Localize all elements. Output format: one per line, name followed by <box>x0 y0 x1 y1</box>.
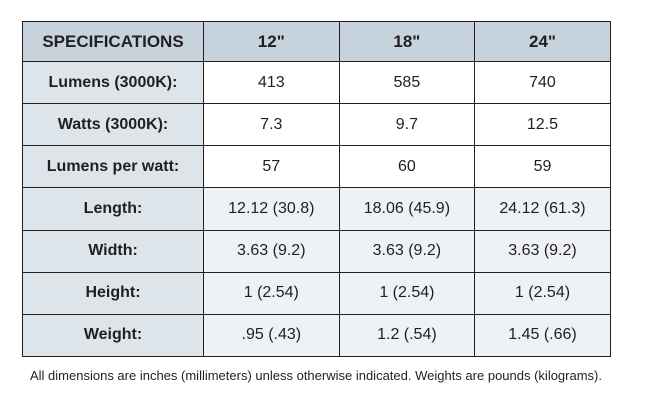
table-row-watts: Watts (3000K): 7.3 9.7 12.5 <box>22 103 611 147</box>
table-cell: 7.3 <box>203 103 340 147</box>
table-cell: 3.63 (9.2) <box>474 229 611 273</box>
table-cell: 12.12 (30.8) <box>203 187 340 231</box>
table-cell: 12.5 <box>474 103 611 147</box>
column-header-24-inch: 24" <box>474 21 611 62</box>
table-cell: 740 <box>474 60 611 105</box>
column-header-specifications: SPECIFICATIONS <box>22 21 204 62</box>
table-cell: 413 <box>203 60 340 105</box>
row-label: Lumens per watt: <box>22 145 204 189</box>
column-header-12-inch: 12" <box>203 21 340 62</box>
table-cell: 9.7 <box>338 103 476 147</box>
table-row-weight: Weight: .95 (.43) 1.2 (.54) 1.45 (.66) <box>22 313 611 358</box>
column-header-18-inch: 18" <box>338 21 476 62</box>
row-label: Width: <box>22 229 204 273</box>
table-cell: 1 (2.54) <box>338 271 476 315</box>
table-cell: 3.63 (9.2) <box>203 229 340 273</box>
table-cell: 60 <box>338 145 476 189</box>
specifications-table: SPECIFICATIONS 12" 18" 24" Lumens (3000K… <box>22 21 611 358</box>
table-cell: 18.06 (45.9) <box>338 187 476 231</box>
table-cell: .95 (.43) <box>203 313 340 358</box>
row-label: Lumens (3000K): <box>22 60 204 105</box>
table-row-width: Width: 3.63 (9.2) 3.63 (9.2) 3.63 (9.2) <box>22 229 611 273</box>
row-label: Weight: <box>22 313 204 358</box>
table-cell: 57 <box>203 145 340 189</box>
table-row-length: Length: 12.12 (30.8) 18.06 (45.9) 24.12 … <box>22 187 611 231</box>
table-cell: 1 (2.54) <box>474 271 611 315</box>
table-row-lumens-per-watt: Lumens per watt: 57 60 59 <box>22 145 611 189</box>
table-row-height: Height: 1 (2.54) 1 (2.54) 1 (2.54) <box>22 271 611 315</box>
table-cell: 24.12 (61.3) <box>474 187 611 231</box>
table-cell: 1.45 (.66) <box>474 313 611 358</box>
footnote: All dimensions are inches (millimeters) … <box>30 368 602 383</box>
table-cell: 1 (2.54) <box>203 271 340 315</box>
row-label: Watts (3000K): <box>22 103 204 147</box>
table-cell: 585 <box>338 60 476 105</box>
table-row-lumens: Lumens (3000K): 413 585 740 <box>22 60 611 105</box>
table-cell: 1.2 (.54) <box>338 313 476 358</box>
row-label: Height: <box>22 271 204 315</box>
table-header-row: SPECIFICATIONS 12" 18" 24" <box>22 21 611 62</box>
table-cell: 3.63 (9.2) <box>338 229 476 273</box>
row-label: Length: <box>22 187 204 231</box>
table-cell: 59 <box>474 145 611 189</box>
